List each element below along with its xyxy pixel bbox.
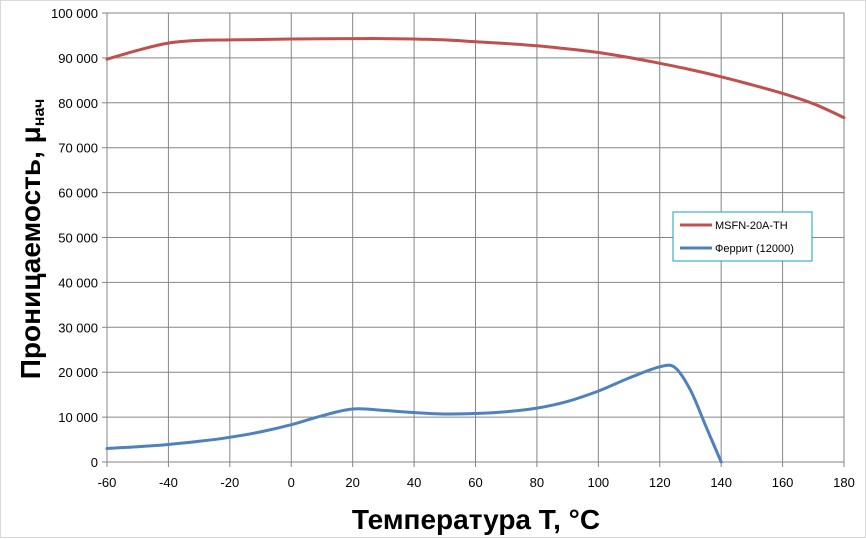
y-tick-label: 0 bbox=[91, 455, 98, 470]
x-tick-label: -40 bbox=[159, 475, 178, 490]
y-tick-label: 100 000 bbox=[51, 6, 98, 21]
x-tick-label: 80 bbox=[530, 475, 544, 490]
y-axis-title-main: Проницаемость, μ bbox=[15, 126, 46, 379]
y-tick-label: 70 000 bbox=[58, 141, 98, 156]
legend-box bbox=[672, 211, 813, 262]
series-lines bbox=[105, 37, 846, 464]
y-tick-label: 40 000 bbox=[58, 275, 98, 290]
y-axis-title: Проницаемость, μнач bbox=[15, 99, 48, 380]
legend-label-ferrite: Феррит (12000) bbox=[715, 243, 794, 255]
y-axis-ticks: 0 10 000 20 000 30 000 40 000 50 000 60 000 70 … bbox=[51, 6, 107, 470]
y-axis-title-subscript: нач bbox=[31, 99, 48, 126]
x-axis-ticks: -60 -40 -20 0 20 40 60 80 100 120 140 160 180 bbox=[98, 462, 855, 490]
x-axis-title: Температура Т, °С bbox=[352, 504, 600, 535]
x-tick-label: -20 bbox=[220, 475, 239, 490]
y-tick-label: 30 000 bbox=[58, 320, 98, 335]
x-tick-label: 180 bbox=[833, 475, 855, 490]
x-tick-label: -60 bbox=[98, 475, 117, 490]
x-tick-label: 100 bbox=[587, 475, 609, 490]
x-tick-label: 60 bbox=[468, 475, 482, 490]
series-line-msfn bbox=[105, 37, 846, 120]
legend-label-msfn: MSFN-20A-TH bbox=[715, 220, 788, 232]
x-tick-label: 160 bbox=[772, 475, 794, 490]
y-tick-label: 80 000 bbox=[58, 96, 98, 111]
x-tick-label: 0 bbox=[288, 475, 295, 490]
y-tick-label: 60 000 bbox=[58, 186, 98, 201]
x-tick-label: 140 bbox=[710, 475, 732, 490]
legend: MSFN-20A-TH Феррит (12000) bbox=[672, 211, 813, 262]
y-tick-label: 90 000 bbox=[58, 51, 98, 66]
x-tick-label: 120 bbox=[649, 475, 671, 490]
x-tick-label: 40 bbox=[407, 475, 421, 490]
x-tick-label: 20 bbox=[345, 475, 359, 490]
y-tick-label: 50 000 bbox=[58, 231, 98, 246]
y-tick-label: 20 000 bbox=[58, 365, 98, 380]
series-line-ferrite bbox=[105, 363, 723, 464]
y-tick-label: 10 000 bbox=[58, 410, 98, 425]
